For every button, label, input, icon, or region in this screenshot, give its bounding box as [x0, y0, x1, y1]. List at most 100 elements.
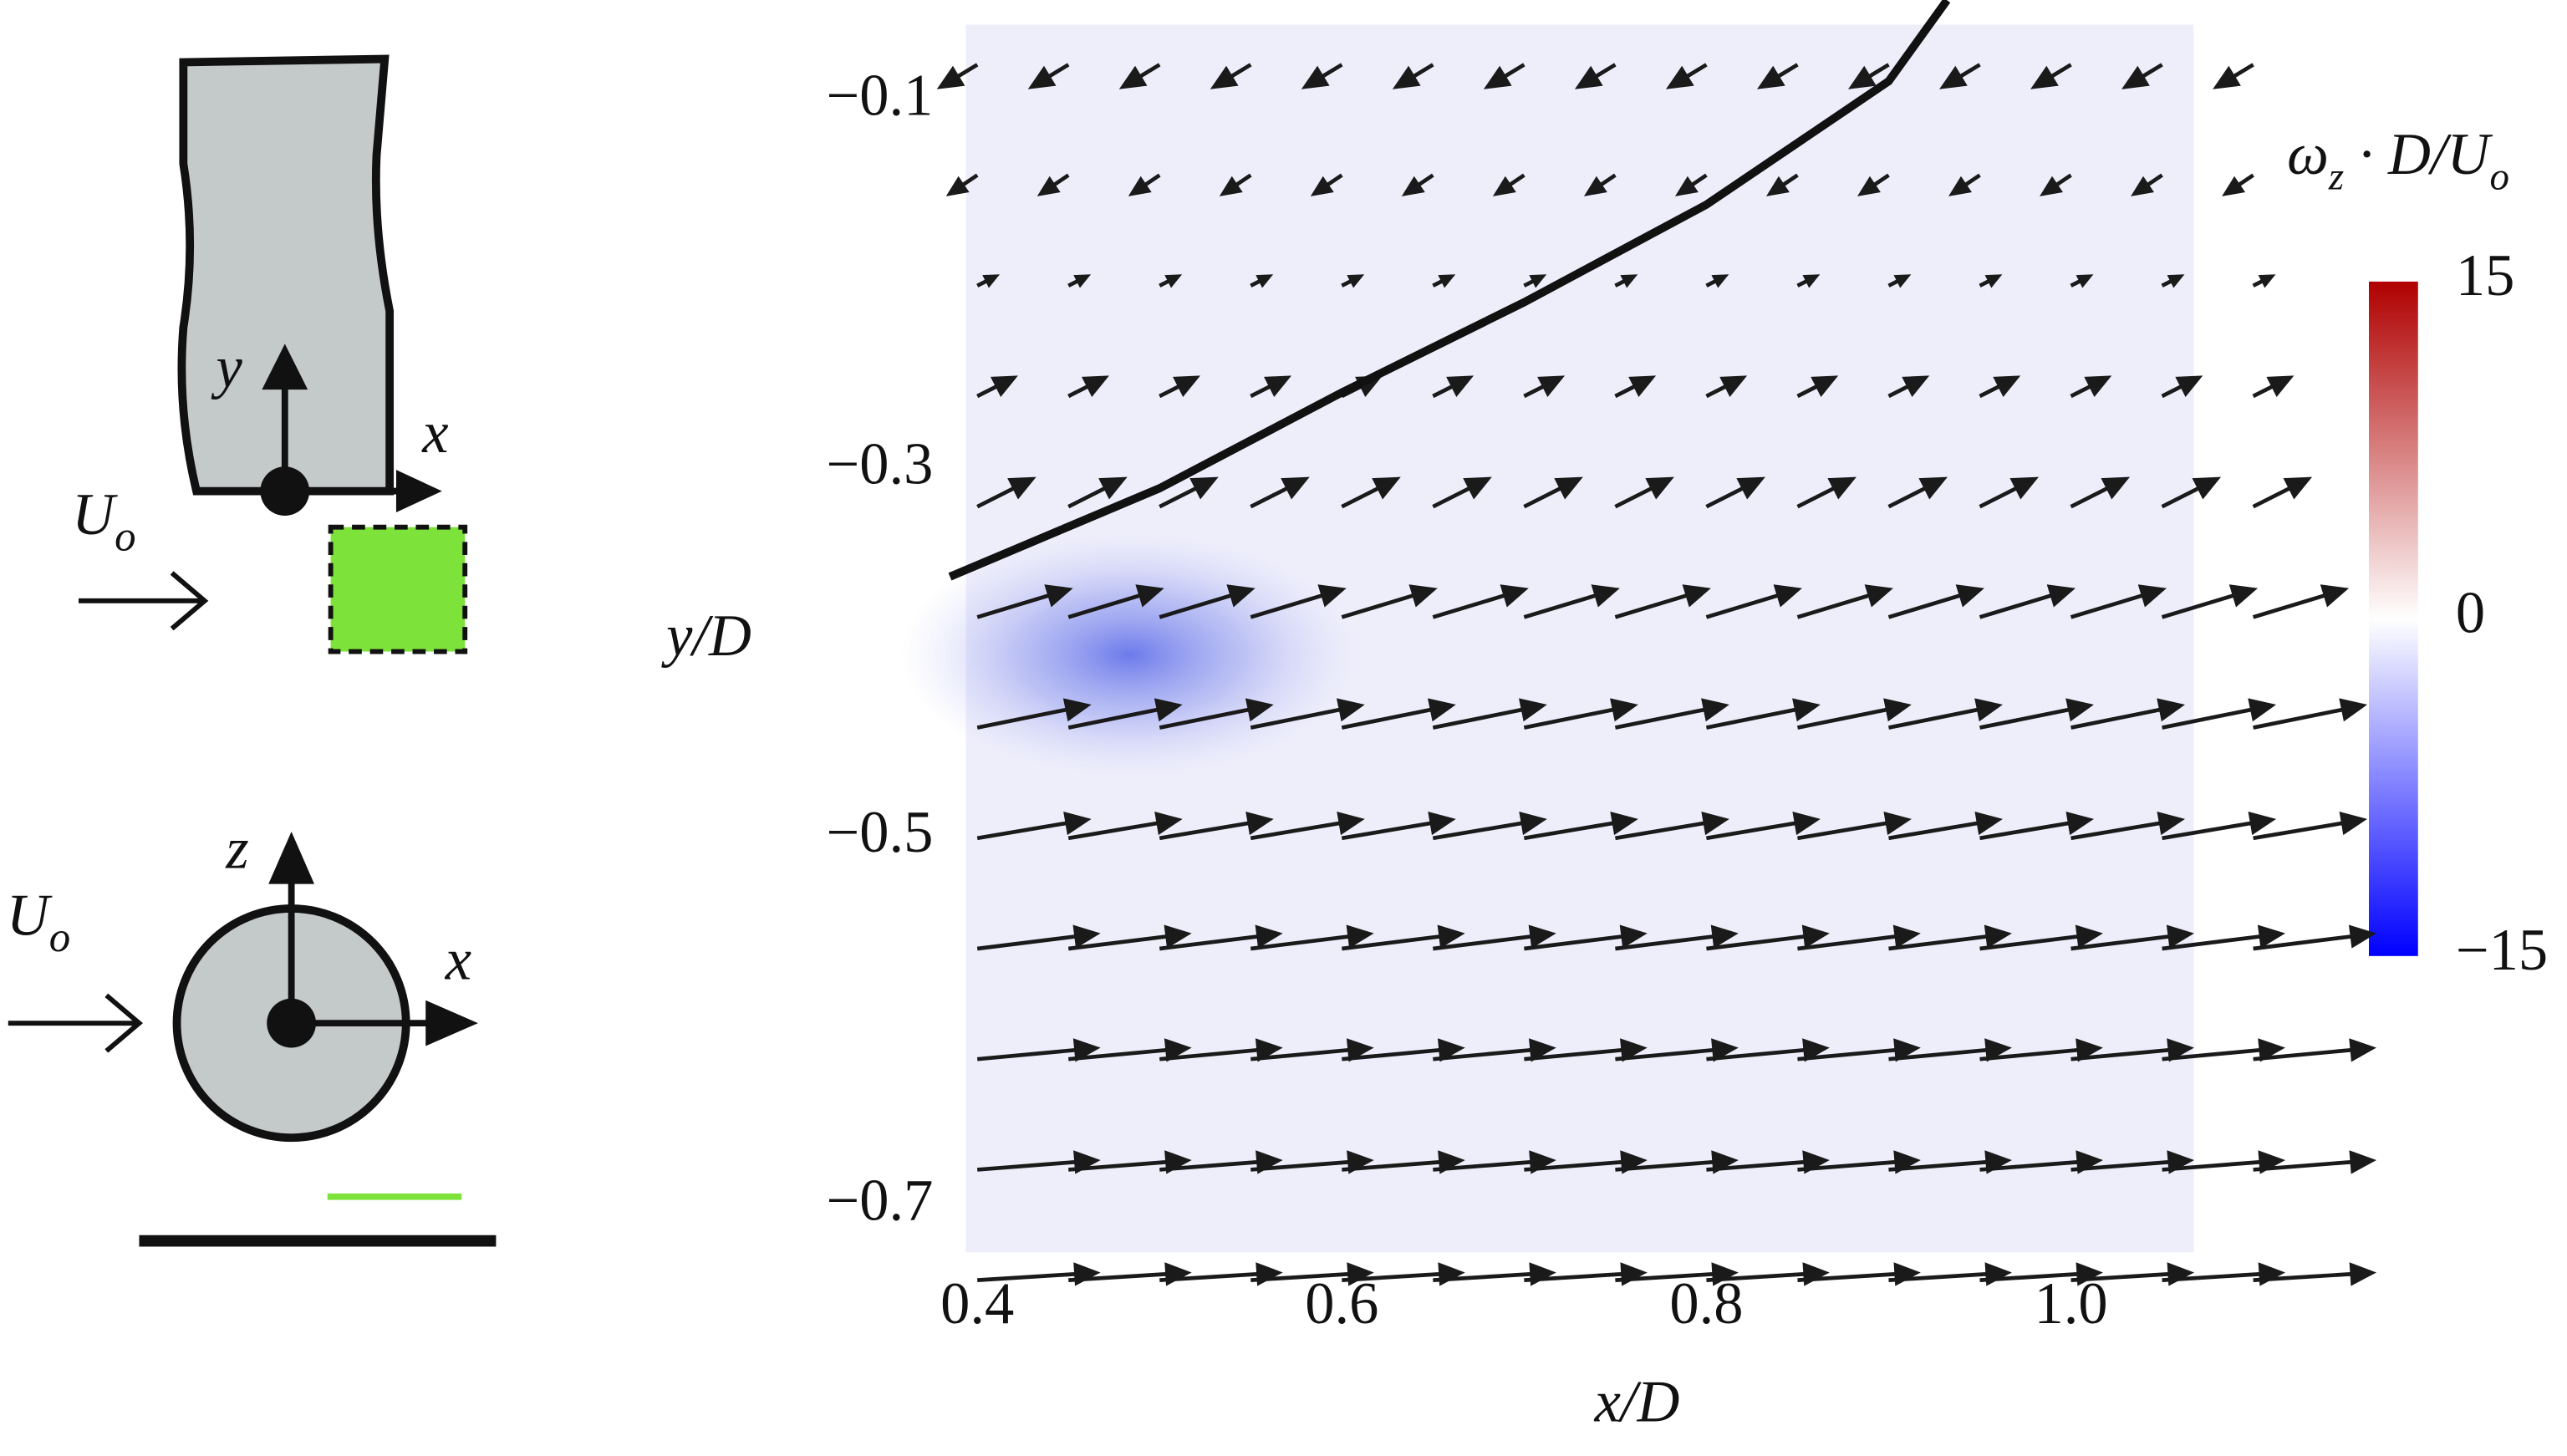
vector-arrow: [2162, 1150, 2286, 1174]
vector-arrow: [1210, 63, 1252, 89]
colorbar-tick-label: −15: [2456, 918, 2548, 983]
vector-arrow: [1067, 584, 1164, 619]
vector-arrow: [1159, 924, 1283, 951]
vector-arrow: [2161, 375, 2203, 399]
schematic-label: x: [421, 400, 448, 466]
label-part: z: [2328, 155, 2344, 198]
vector-arrow: [2252, 476, 2313, 509]
flow-arrow: [8, 993, 144, 1053]
vector-arrow: [1067, 274, 1092, 288]
vector-arrow: [1706, 1150, 1830, 1174]
vector-arrow: [1433, 1038, 1556, 1062]
vector-arrow: [1159, 584, 1255, 619]
vector-arrow: [1159, 375, 1200, 399]
vector-arrow: [1432, 584, 1529, 619]
vector-arrow: [2253, 924, 2377, 951]
vector-arrow: [1433, 924, 1556, 951]
label-part: o: [2489, 155, 2509, 198]
vector-arrow: [2252, 274, 2276, 288]
y-tick-label: −0.3: [826, 431, 933, 496]
vector-arrow: [1067, 698, 1183, 730]
vector-arrow: [1614, 698, 1729, 730]
vector-arrow: [1706, 924, 1830, 951]
vector-arrow: [1342, 1038, 1465, 1062]
vector-arrow: [976, 476, 1036, 509]
vector-arrow: [1524, 1150, 1648, 1174]
x-tick-label: 0.8: [1669, 1271, 1743, 1336]
vector-arrow: [2070, 584, 2167, 619]
vector-arrow: [1887, 584, 1985, 619]
vector-arrow: [1524, 1038, 1648, 1062]
vector-arrow: [1888, 1150, 2012, 1174]
vector-arrow: [1796, 584, 1893, 619]
y-tick-label: −0.1: [826, 64, 933, 129]
vector-arrow: [1887, 375, 1930, 399]
vector-arrow: [2161, 274, 2185, 288]
vector-arrow: [1979, 1150, 2103, 1174]
vector-arrow: [1756, 63, 1799, 89]
colorbar-tick-label: 0: [2456, 581, 2485, 646]
vector-arrow: [2253, 812, 2368, 841]
vector-arrow: [1250, 812, 1365, 841]
vector-arrow: [1615, 924, 1739, 951]
vector-arrow: [1159, 476, 1219, 509]
vector-arrow: [1979, 584, 2076, 619]
vector-arrow: [2161, 584, 2259, 619]
vector-arrow: [1067, 812, 1183, 841]
vector-arrow: [1483, 63, 1525, 89]
vector-arrow: [976, 812, 1092, 841]
vector-arrow: [1250, 1150, 1374, 1174]
vector-arrow: [1523, 584, 1620, 619]
vector-arrow: [1979, 698, 2094, 730]
vector-arrow: [1979, 924, 2103, 951]
colorbar: [2369, 281, 2418, 956]
vector-arrow: [1523, 812, 1638, 841]
vector-arrow: [1067, 375, 1109, 399]
label-sub: o: [49, 914, 70, 961]
vector-arrow: [2040, 173, 2072, 196]
vector-arrow: [1705, 476, 1765, 509]
vector-arrow: [1159, 698, 1274, 730]
vector-arrow: [1433, 1150, 1556, 1174]
vector-arrow: [2253, 1262, 2377, 1286]
vector-arrow: [1797, 812, 1912, 841]
vector-arrow: [2252, 584, 2350, 619]
vector-arrow: [1159, 1150, 1283, 1174]
vector-arrow: [1614, 584, 1711, 619]
colorbar-label: ωz · D/Uo: [2287, 122, 2509, 198]
vector-arrow: [1979, 812, 2095, 841]
vector-arrow: [2070, 924, 2194, 951]
vector-arrow: [976, 274, 1001, 288]
schematic-label: z: [225, 817, 248, 882]
origin: [260, 466, 310, 516]
vector-arrow: [1614, 375, 1657, 399]
schematic-label: Uo: [7, 883, 70, 961]
vector-arrow: [1341, 698, 1456, 730]
vector-arrow: [1523, 698, 1638, 730]
vector-arrow: [1067, 476, 1128, 509]
vector-arrow: [1887, 274, 1912, 288]
vector-arrow: [2253, 698, 2368, 730]
body-shape: [177, 54, 395, 496]
vector-arrow: [1250, 476, 1310, 509]
vector-arrow: [1888, 812, 2003, 841]
vector-arrow: [1888, 1038, 2012, 1062]
vector-arrow: [1948, 173, 1981, 196]
arrow-head: [395, 470, 442, 513]
schematic-label: y: [211, 335, 243, 400]
vector-arrow: [1341, 476, 1401, 509]
vector-arrow: [2162, 812, 2277, 841]
vector-arrow: [2222, 173, 2254, 196]
vector-arrow: [2070, 1150, 2194, 1174]
vector-arrow: [976, 1038, 1101, 1062]
vector-arrow: [1392, 63, 1434, 89]
vector-arrow: [1574, 63, 1617, 89]
x-tick-label: 0.4: [940, 1271, 1014, 1336]
x-tick-label: 0.6: [1305, 1271, 1378, 1336]
vector-arrow: [1797, 924, 1921, 951]
vector-arrow: [1615, 1038, 1739, 1062]
vector-arrow: [976, 584, 1073, 619]
vector-arrow: [2253, 1150, 2377, 1174]
vector-arrow: [1250, 274, 1274, 288]
